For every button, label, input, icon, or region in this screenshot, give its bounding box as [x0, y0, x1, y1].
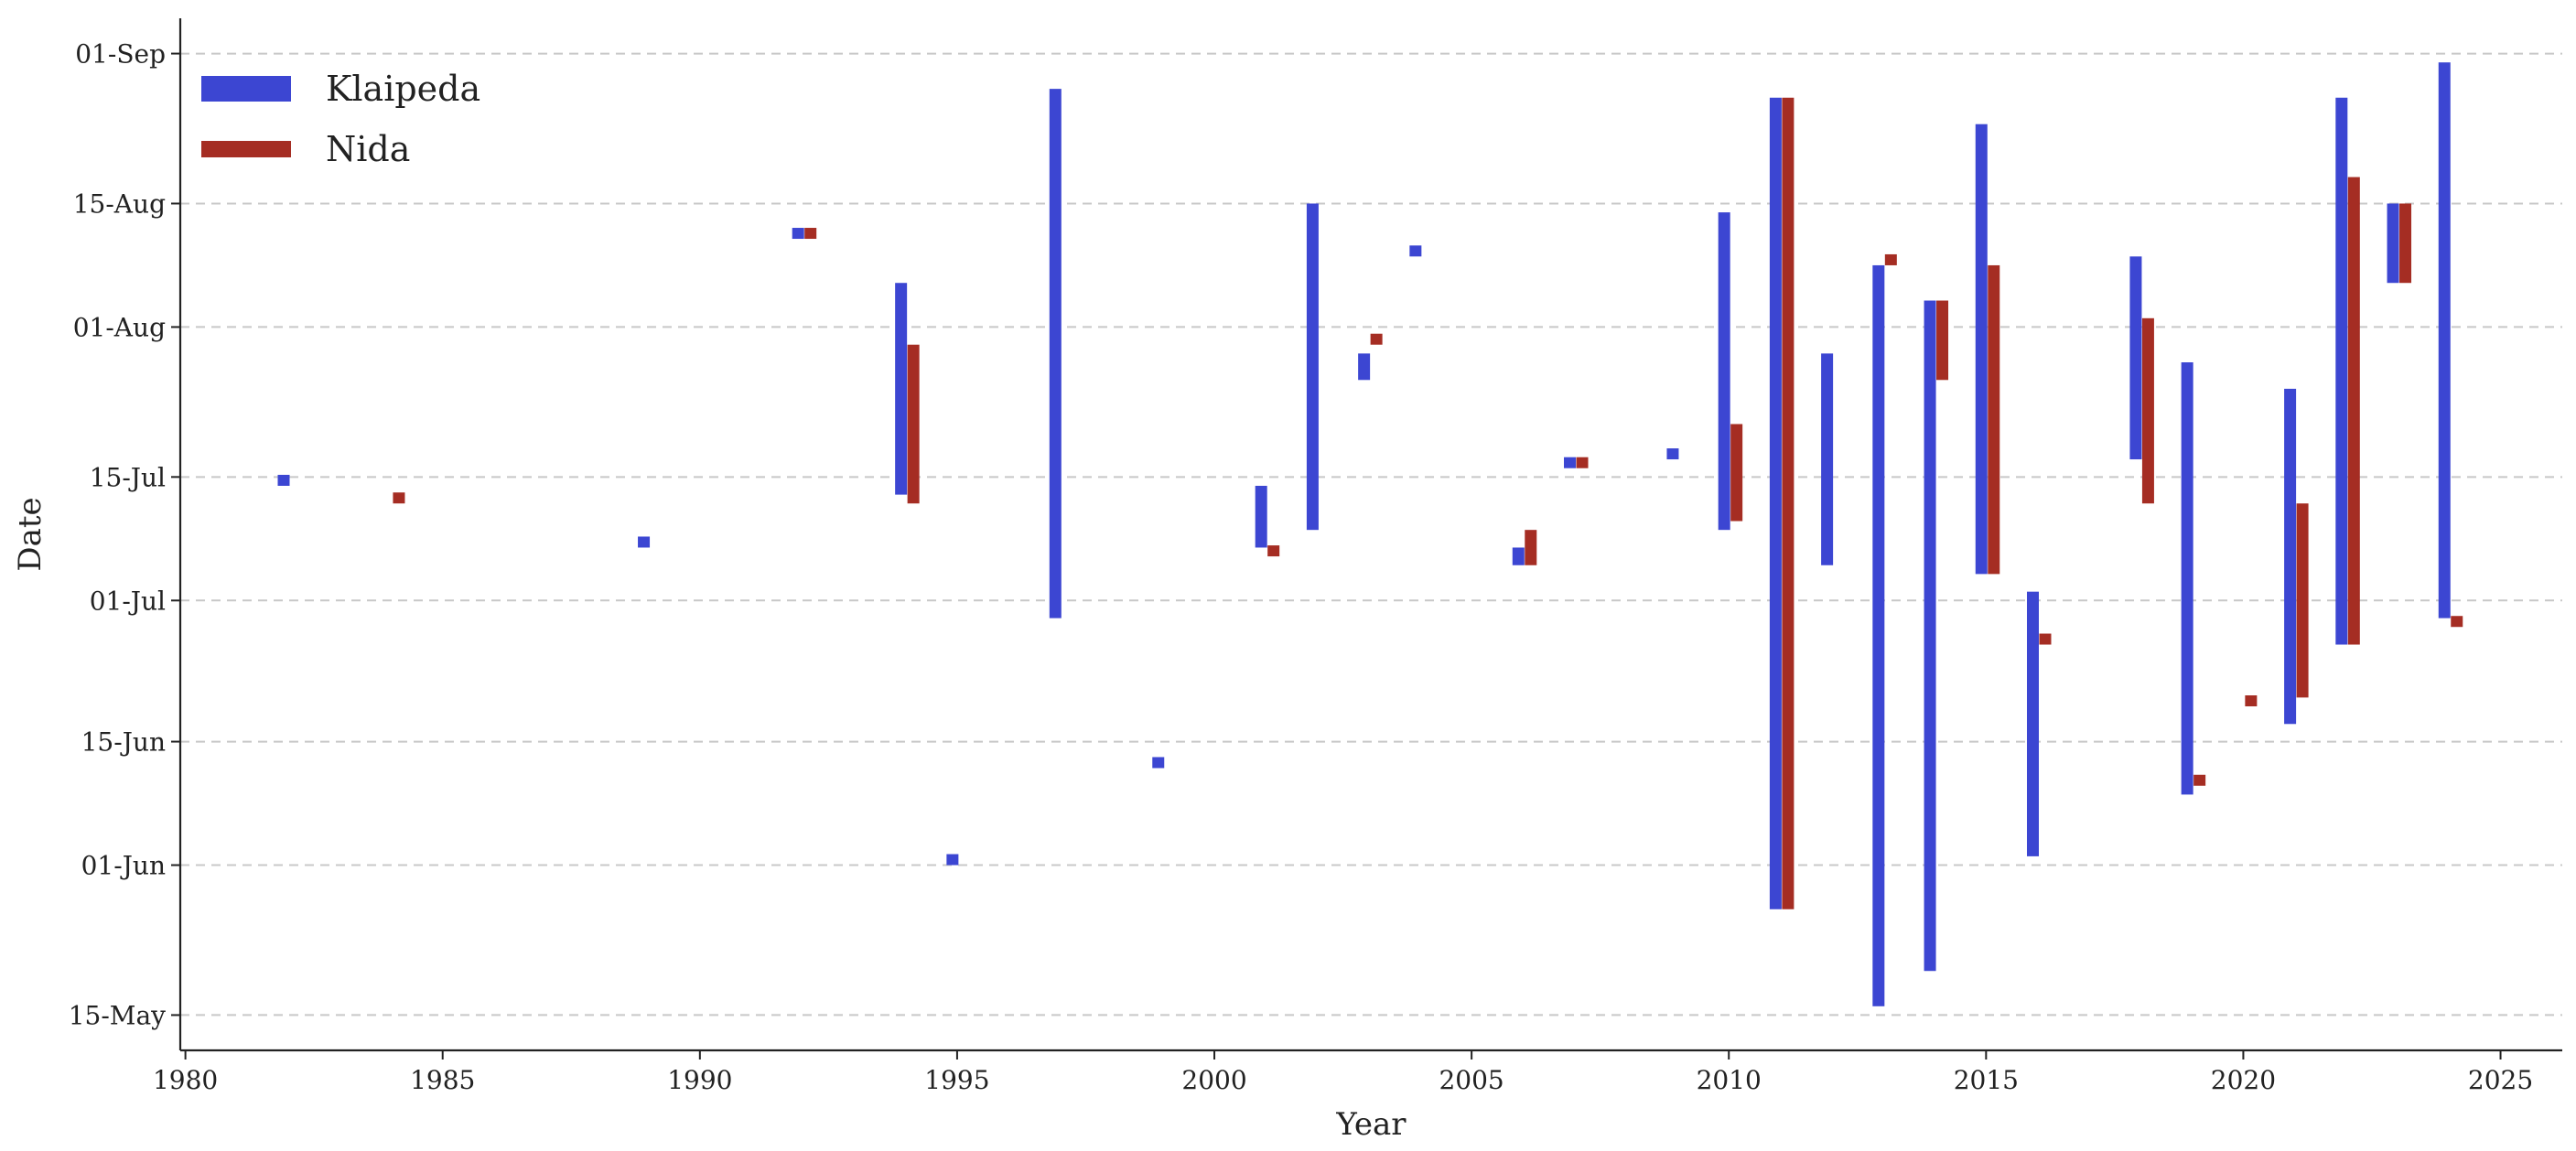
y-tick-label: 01-Jun — [81, 851, 166, 881]
klaipeda-bar-2006 — [1512, 547, 1525, 565]
klaipeda-bar-2022 — [2335, 97, 2348, 645]
klaipeda-bar-2018 — [2129, 256, 2142, 460]
y-tick-label: 15-Aug — [73, 188, 166, 219]
nida-bar-2015 — [1988, 264, 2000, 575]
nida-legend-label: Nida — [326, 129, 410, 169]
x-tick-label: 1980 — [153, 1065, 218, 1095]
klaipeda-bar-2010 — [1718, 212, 1730, 531]
klaipeda-bar-2009 — [1666, 448, 1679, 460]
x-tick-label: 2015 — [1954, 1065, 2019, 1095]
nida-bar-2019 — [2193, 774, 2206, 786]
klaipeda-bar-2015 — [1975, 124, 1988, 575]
nida-legend-swatch — [201, 141, 291, 157]
klaipeda-bar-2023 — [2387, 203, 2399, 284]
nida-bar-2011 — [1782, 97, 1795, 909]
nida-bar-2006 — [1525, 530, 1537, 565]
klaipeda-bar-1994 — [895, 283, 908, 495]
klaipeda-bar-2011 — [1769, 97, 1782, 909]
x-tick-label: 2025 — [2468, 1065, 2533, 1095]
klaipeda-bar-2019 — [2181, 362, 2193, 795]
y-tick-label: 01-Jul — [90, 586, 166, 616]
klaipeda-bar-2004 — [1409, 245, 1422, 257]
klaipeda-bar-2007 — [1564, 457, 1577, 468]
nida-bar-1992 — [804, 228, 817, 240]
x-tick-label: 2020 — [2211, 1065, 2276, 1095]
nida-bar-2020 — [2245, 695, 2258, 706]
klaipeda-bar-2001 — [1255, 485, 1267, 548]
klaipeda-bar-1989 — [638, 536, 651, 548]
y-tick-label: 01-Sep — [75, 39, 166, 70]
y-axis-title: Date — [12, 497, 49, 571]
nida-bar-2021 — [2296, 503, 2309, 698]
nida-bar-2003 — [1370, 333, 1383, 345]
x-axis-title: Year — [1335, 1106, 1407, 1143]
nida-bar-2014 — [1936, 300, 1949, 381]
nida-bar-2013 — [1884, 253, 1897, 265]
x-tick-label: 2005 — [1439, 1065, 1504, 1095]
klaipeda-bar-2012 — [1821, 353, 1834, 565]
nida-bar-2016 — [2039, 633, 2052, 645]
nida-bar-1994 — [907, 344, 920, 504]
klaipeda-bar-1995 — [946, 854, 959, 866]
axes: 01-Sep 15-Aug 01-Aug 15-Jul 01-Jul 15-Jun 01-J… — [69, 18, 2562, 1095]
klaipeda-bar-1992 — [792, 228, 804, 240]
klaipeda-bar-1999 — [1152, 757, 1165, 769]
klaipeda-bar-2014 — [1924, 300, 1936, 972]
legend: Klaipeda Nida — [201, 69, 480, 169]
nida-bar-2018 — [2141, 317, 2154, 504]
klaipeda-legend-label: Klaipeda — [326, 69, 480, 109]
x-tick-label: 1990 — [667, 1065, 732, 1095]
klaipeda-bar-1982 — [277, 474, 290, 486]
nida-bar-2001 — [1267, 545, 1280, 557]
nida-bar-2010 — [1730, 424, 1743, 522]
klaipeda-bar-2024 — [2438, 62, 2451, 619]
x-tick-label: 1985 — [410, 1065, 475, 1095]
klaipeda-bar-2002 — [1306, 203, 1319, 531]
x-tick-label: 2000 — [1181, 1065, 1246, 1095]
nida-bar-2024 — [2451, 616, 2463, 628]
klaipeda-legend-swatch — [201, 76, 291, 102]
x-tick-label: 2010 — [1697, 1065, 1762, 1095]
nida-bar-2023 — [2399, 203, 2412, 284]
nida-bar-2022 — [2347, 177, 2360, 645]
klaipeda-bar-1997 — [1049, 89, 1062, 619]
y-gridlines — [180, 52, 2562, 1017]
y-tick-label: 01-Aug — [73, 312, 166, 342]
klaipeda-bar-2013 — [1872, 264, 1885, 1006]
nida-bar-1984 — [393, 492, 405, 504]
y-tick-label: 15-Jun — [81, 727, 166, 758]
data-bars — [277, 62, 2463, 1006]
klaipeda-bar-2021 — [2284, 388, 2297, 725]
y-tick-label: 15-Jul — [90, 462, 166, 492]
y-tick-label: 15-May — [69, 1000, 166, 1030]
klaipeda-bar-2016 — [2026, 591, 2039, 856]
klaipeda-bar-2003 — [1358, 353, 1371, 381]
nida-bar-2007 — [1576, 457, 1589, 468]
x-tick-label: 1995 — [924, 1065, 989, 1095]
